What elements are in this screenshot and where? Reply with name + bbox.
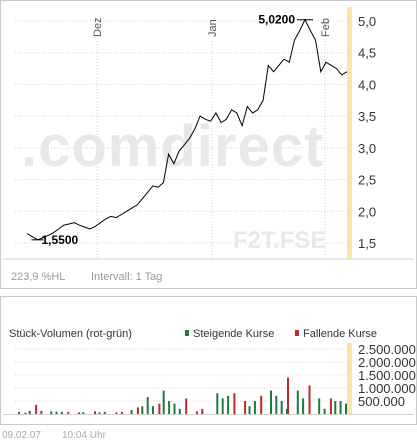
volume-bar-down bbox=[120, 411, 123, 414]
volume-bar-up bbox=[334, 401, 337, 414]
volume-bar-up bbox=[323, 408, 326, 414]
x-tick-label: Feb bbox=[320, 18, 332, 37]
volume-y-tick-label: 500.000 bbox=[358, 394, 405, 409]
volume-bar-up bbox=[216, 393, 219, 414]
volume-bar-up bbox=[178, 408, 181, 414]
interval-label: Intervall: 1 Tag bbox=[91, 271, 162, 283]
y-tick-label: 5,0 bbox=[358, 14, 376, 29]
watermark-symbol: F2T.FSE bbox=[233, 227, 326, 254]
volume-bar-down bbox=[233, 393, 236, 414]
volume-bar-down bbox=[67, 411, 70, 414]
volume-bar-up bbox=[60, 411, 63, 414]
volume-bar-down bbox=[329, 398, 332, 414]
watermark-brand: .comdirect bbox=[21, 114, 324, 179]
volume-bar-down bbox=[94, 411, 96, 414]
volume-bar-up bbox=[141, 406, 144, 414]
volume-bar-down bbox=[24, 412, 27, 414]
volume-bar-up bbox=[339, 401, 342, 414]
volume-y-tick-label: 2.500.000 bbox=[358, 342, 416, 357]
volume-bar-up bbox=[98, 412, 101, 414]
volume-bar-up bbox=[50, 411, 53, 414]
y-tick-label: 3,5 bbox=[358, 109, 376, 124]
volume-bar-up bbox=[130, 410, 133, 414]
footer-time: 10:04 Uhr bbox=[62, 430, 106, 441]
volume-chart: Stück-Volumen (rot-grün) Steigende Kurse F… bbox=[3, 328, 416, 415]
volume-y-tick-label: 1.500.000 bbox=[358, 368, 416, 383]
volume-bar-down bbox=[40, 410, 43, 414]
x-tick-label: Jan bbox=[207, 19, 219, 37]
volume-y-tick-label: 2.000.000 bbox=[358, 355, 416, 370]
volume-bar-down bbox=[308, 385, 311, 414]
volume-bar-up bbox=[253, 401, 256, 414]
low-label: 1,5500 bbox=[41, 233, 78, 247]
y-tick-label: 2,5 bbox=[358, 173, 376, 188]
volume-bar-down bbox=[136, 407, 139, 414]
volume-bar-up bbox=[173, 403, 176, 414]
volume-bar-down bbox=[287, 377, 289, 414]
volume-highlight-band bbox=[347, 343, 352, 414]
volume-bar-down bbox=[115, 412, 118, 414]
volume-bar-down bbox=[35, 404, 38, 414]
volume-bar-up bbox=[162, 390, 165, 414]
performance-label: 223,9 %HL bbox=[11, 271, 65, 283]
high-label: 5,0200 bbox=[258, 13, 295, 27]
volume-bar-up bbox=[146, 397, 149, 414]
volume-bar-down bbox=[185, 398, 188, 414]
volume-bar-up bbox=[82, 412, 85, 414]
volume-bar-up bbox=[318, 398, 321, 414]
volume-chart-panel: Stück-Volumen (rot-grün) Steigende Kurse F… bbox=[0, 296, 417, 425]
volume-bar-up bbox=[152, 406, 154, 414]
legend-label: Fallende Kurse bbox=[303, 328, 377, 340]
y-tick-label: 2,0 bbox=[358, 204, 376, 219]
volume-bar-down bbox=[260, 395, 263, 414]
volume-bar-up bbox=[302, 398, 305, 414]
volume-bar-up bbox=[28, 410, 31, 414]
volume-bar-up bbox=[296, 390, 299, 414]
volume-bar-down bbox=[158, 403, 161, 414]
x-tick-label: Dez bbox=[92, 17, 104, 37]
y-tick-label: 4,5 bbox=[358, 46, 376, 61]
volume-bar-up bbox=[103, 411, 106, 414]
volume-title: Stück-Volumen (rot-grün) bbox=[9, 328, 132, 340]
y-tick-label: 3,0 bbox=[358, 141, 376, 156]
volume-bar-up bbox=[221, 398, 224, 414]
volume-bar-up bbox=[168, 401, 171, 414]
price-chart-panel: 1,5 2,0 2,5 3,0 3,5 4,0 4,5 5,0 Dez Jan Feb .comdir… bbox=[0, 0, 417, 289]
volume-bar-up bbox=[227, 395, 230, 414]
volume-bar-up bbox=[280, 401, 283, 414]
footer-date: 09.02.07 bbox=[2, 430, 41, 441]
volume-bar-down bbox=[244, 401, 247, 414]
volume-y-tick-label: 1.000.000 bbox=[358, 381, 416, 396]
volume-bar-up bbox=[275, 395, 278, 414]
legend-label: Steigende Kurse bbox=[193, 328, 274, 340]
legend-swatch bbox=[295, 330, 299, 336]
volume-bar-down bbox=[78, 412, 80, 414]
volume-bar-up bbox=[248, 406, 251, 414]
price-chart: 1,5 2,0 2,5 3,0 3,5 4,0 4,5 5,0 Dez Jan Feb .comdir… bbox=[3, 7, 414, 283]
volume-bar-up bbox=[345, 403, 347, 414]
y-tick-label: 4,0 bbox=[358, 77, 376, 92]
volume-bar-up bbox=[18, 411, 20, 414]
volume-bar-down bbox=[195, 411, 198, 414]
price-series-line bbox=[26, 18, 348, 241]
legend-swatch bbox=[185, 330, 189, 336]
y-tick-label: 1,5 bbox=[358, 236, 376, 251]
volume-bar-up bbox=[55, 411, 58, 414]
volume-bar-down bbox=[201, 408, 204, 414]
volume-bar-up bbox=[270, 390, 272, 414]
highlight-band bbox=[347, 7, 352, 259]
